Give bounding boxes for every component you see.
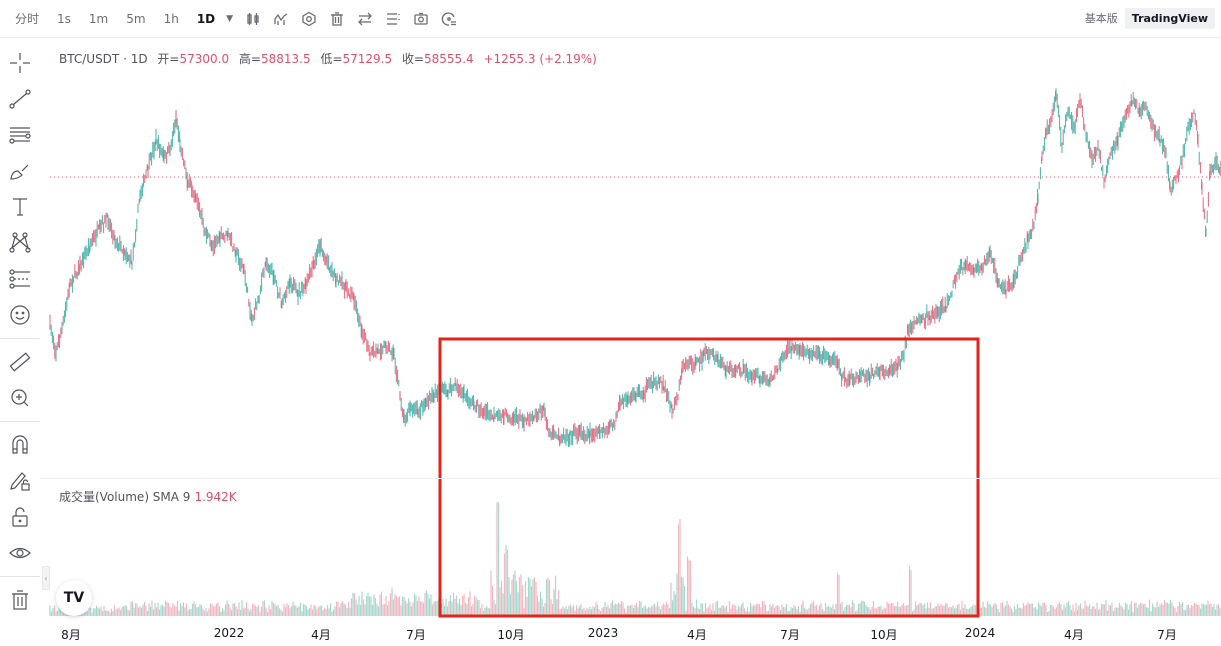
trash-icon[interactable] bbox=[0, 582, 40, 618]
lock-draw-icon[interactable] bbox=[0, 463, 40, 499]
time-axis-label: 8月 bbox=[61, 628, 81, 642]
tf-fenshi[interactable]: 分时 bbox=[15, 11, 40, 26]
tf-1m[interactable]: 1m bbox=[88, 11, 109, 26]
tf-1h[interactable]: 1h bbox=[163, 11, 179, 26]
crosshair-icon[interactable] bbox=[0, 45, 40, 81]
tf-1s[interactable]: 1s bbox=[57, 11, 71, 26]
timeframe-dropdown-icon[interactable]: ▼ bbox=[226, 13, 234, 24]
open-value: 57300.0 bbox=[179, 52, 230, 66]
collapse-sidebar-button[interactable]: ‹ bbox=[42, 566, 50, 590]
high-label: 高= bbox=[238, 52, 261, 66]
magnet-icon[interactable] bbox=[0, 427, 40, 463]
indicators-icon[interactable] bbox=[267, 6, 295, 32]
list-icon[interactable] bbox=[379, 6, 407, 32]
highlight-box bbox=[438, 337, 980, 618]
brush-icon[interactable] bbox=[0, 153, 40, 189]
time-axis-label: 4月 bbox=[687, 628, 707, 642]
time-axis-label: 7月 bbox=[406, 628, 426, 642]
pane-separator[interactable] bbox=[40, 478, 1221, 479]
time-axis-label: 10月 bbox=[870, 628, 898, 642]
lock-icon[interactable] bbox=[0, 499, 40, 535]
symbol-legend: BTC/USDT · 1D 开=57300.0 高=58813.5 低=5712… bbox=[59, 50, 597, 67]
tab-basic[interactable]: 基本版 bbox=[1084, 12, 1118, 25]
change-value: +1255.3 (+2.19%) bbox=[483, 52, 597, 66]
symbol-label: BTC/USDT · 1D bbox=[59, 52, 148, 66]
camera-icon[interactable] bbox=[407, 6, 435, 32]
close-value: 58555.4 bbox=[424, 52, 474, 66]
time-axis-label: 7月 bbox=[780, 628, 800, 642]
drawing-toolbar bbox=[0, 39, 40, 646]
time-axis-label: 4月 bbox=[311, 628, 331, 642]
low-value: 57129.5 bbox=[342, 52, 393, 66]
time-axis-label: 2022 bbox=[213, 626, 245, 640]
tab-tradingview[interactable]: TradingView bbox=[1124, 7, 1215, 29]
sidebar-divider bbox=[0, 576, 40, 577]
tf-1d[interactable]: 1D bbox=[196, 11, 216, 26]
add-alert-icon[interactable] bbox=[435, 6, 463, 32]
sidebar-divider bbox=[0, 338, 40, 339]
top-toolbar: 分时 1s 1m 5m 1h 1D ▼ 基本版 TradingView bbox=[0, 0, 1221, 38]
candle-type-icon[interactable] bbox=[239, 6, 267, 32]
emoji-icon[interactable] bbox=[0, 297, 40, 333]
text-icon[interactable] bbox=[0, 189, 40, 225]
close-label: 收= bbox=[401, 52, 425, 66]
zoom-in-icon[interactable] bbox=[0, 380, 40, 416]
low-label: 低= bbox=[320, 52, 343, 66]
settings-icon[interactable] bbox=[295, 6, 323, 32]
chart-type-tabs: 基本版 TradingView bbox=[1078, 6, 1215, 30]
sidebar-divider bbox=[0, 421, 40, 422]
time-axis-label: 4月 bbox=[1064, 628, 1084, 642]
volume-label: 成交量(Volume) SMA 9 bbox=[59, 490, 191, 504]
trendline-icon[interactable] bbox=[0, 81, 40, 117]
tf-5m[interactable]: 5m bbox=[126, 11, 146, 26]
compare-icon[interactable] bbox=[351, 6, 379, 32]
fib-icon[interactable] bbox=[0, 117, 40, 153]
volume-value: 1.942K bbox=[194, 490, 237, 504]
projection-icon[interactable] bbox=[0, 261, 40, 297]
pattern-icon[interactable] bbox=[0, 225, 40, 261]
ruler-icon[interactable] bbox=[0, 344, 40, 380]
time-axis[interactable]: 8月 2022 4月 7月 10月 2023 4月 7月 10月 2024 4月 7月 bbox=[40, 622, 1221, 646]
time-axis-label: 10月 bbox=[497, 628, 525, 642]
eye-icon[interactable] bbox=[0, 535, 40, 571]
time-axis-label: 2024 bbox=[964, 626, 996, 640]
tradingview-logo[interactable]: TV bbox=[56, 580, 92, 616]
trash-icon[interactable] bbox=[323, 6, 351, 32]
time-axis-label: 7月 bbox=[1157, 628, 1177, 642]
time-axis-label: 2023 bbox=[587, 626, 619, 640]
open-label: 开= bbox=[157, 52, 180, 66]
volume-legend: 成交量(Volume) SMA 9 1.942K bbox=[59, 488, 237, 505]
high-value: 58813.5 bbox=[260, 52, 311, 66]
